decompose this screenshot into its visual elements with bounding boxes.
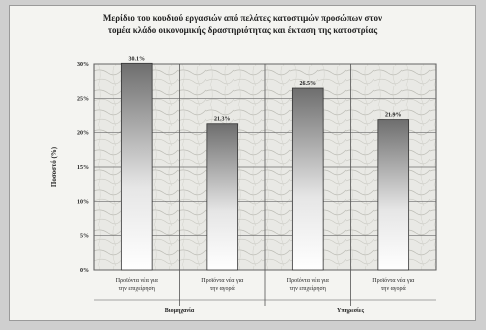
x-tick-label: την επιχείρηση — [119, 286, 155, 292]
y-tick-label: 10% — [77, 199, 89, 205]
x-tick-label: Προϊόντα νέα για — [201, 278, 244, 284]
x-tick-label: Προϊόντα νέα για — [116, 278, 159, 284]
data-label: 26.5% — [300, 81, 317, 87]
bar — [120, 62, 153, 271]
x-tick-label: Προϊόντα νέα για — [372, 278, 415, 284]
x-tick-label: Προϊόντα νέα για — [287, 278, 330, 284]
y-tick-label: 15% — [77, 165, 89, 171]
bar-chart: 0% 5% 10% 15% 20% 25% 30% Ποσοστό (%) 30.1% Προϊό… — [50, 56, 437, 314]
y-tick-label: 30% — [77, 62, 89, 68]
x-tick-label: την αγορά — [381, 286, 407, 292]
y-tick-label: 25% — [77, 96, 89, 102]
group-label: Υπηρεσίες — [337, 306, 364, 314]
group-label: Βιομηχανία — [165, 306, 195, 314]
data-label: 30.1% — [129, 56, 146, 62]
chart-title-line-2: τομέα κλάδο οικονομικής δραστηριότητας κ… — [107, 25, 378, 35]
y-tick-label: 5% — [80, 234, 89, 240]
chart-title: Μερίδιο του κουδιού εργασιών από πελάτες… — [10, 12, 475, 36]
bar — [291, 87, 324, 271]
y-tick-label: 0% — [80, 268, 89, 274]
bar — [206, 123, 239, 271]
chart-title-line-1: Μερίδιο του κουδιού εργασιών από πελάτες… — [102, 13, 383, 23]
data-label: 21.9% — [385, 113, 402, 119]
x-tick-label: την αγορά — [210, 286, 236, 292]
bar — [377, 119, 410, 271]
chart-frame: Μερίδιο του κουδιού εργασιών από πελάτες… — [9, 5, 476, 321]
y-tick-label: 20% — [77, 131, 89, 137]
y-axis-title: Ποσοστό (%) — [50, 146, 58, 187]
x-tick-label: την επιχείρηση — [290, 286, 326, 292]
data-label: 21.3% — [214, 117, 231, 123]
